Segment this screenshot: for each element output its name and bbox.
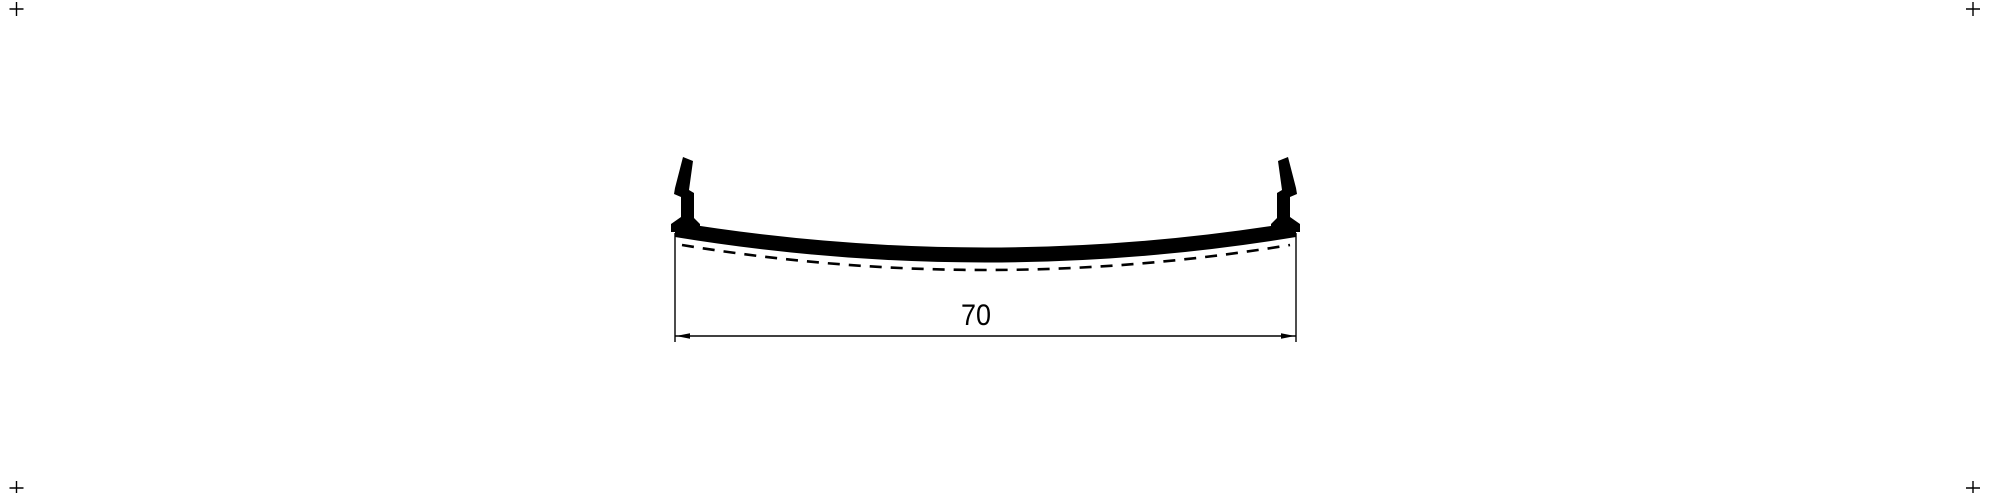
profile-tab-right — [1271, 157, 1300, 232]
registration-marks — [9, 2, 1980, 493]
registration-mark-top-left — [9, 2, 24, 16]
registration-mark-bottom-right — [1966, 481, 1980, 493]
registration-mark-bottom-left — [9, 481, 24, 493]
dimension-arrow-right — [1281, 333, 1295, 339]
profile-tab-left — [671, 157, 700, 232]
reference-dashed-arc — [681, 243, 1291, 272]
profile-band — [675, 222, 1296, 263]
dimension-arrow-left — [676, 333, 690, 339]
dimension-text: 70 — [961, 299, 991, 332]
registration-mark-top-right — [1966, 2, 1980, 16]
